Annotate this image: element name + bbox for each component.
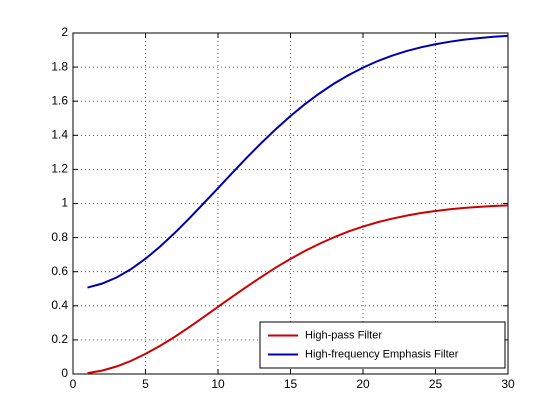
y-tick-label: 1.6 [51, 93, 68, 107]
x-tick-label: 30 [501, 377, 515, 391]
y-tick-label: 1.8 [51, 59, 68, 73]
y-tick-label: 0.4 [51, 298, 68, 312]
legend-label: High-pass Filter [305, 329, 382, 341]
line [87, 34, 509, 289]
axes-box [72, 32, 509, 375]
y-tick-label: 1 [61, 196, 68, 210]
x-tick-label: 0 [70, 377, 77, 391]
y-tick-label: 0 [61, 366, 68, 380]
y-tick-label: 0.8 [51, 230, 68, 244]
x-tick-label: 5 [142, 377, 149, 391]
legend-label: High-frequency Emphasis Filter [305, 348, 459, 360]
y-tick-label: 0.2 [51, 332, 68, 346]
x-tick-label: 20 [356, 377, 370, 391]
y-tick-label: 0.6 [51, 264, 68, 278]
x-tick-label: 15 [284, 377, 298, 391]
x-tick-label: 25 [429, 377, 443, 391]
y-tick-label: 2 [61, 25, 68, 39]
y-tick-label: 1.2 [51, 162, 68, 176]
legend-box [259, 321, 506, 369]
line [87, 204, 509, 375]
x-tick-label: 10 [211, 377, 225, 391]
y-tick-label: 1.4 [51, 127, 68, 141]
